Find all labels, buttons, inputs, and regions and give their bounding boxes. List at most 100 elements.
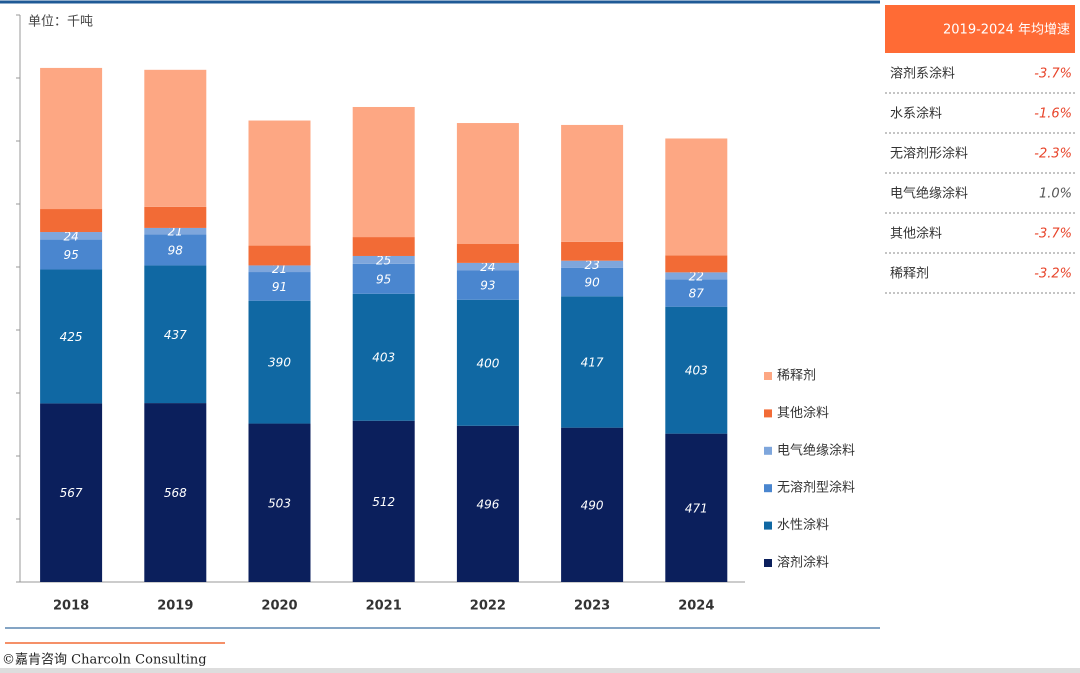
bar-segment <box>456 244 519 263</box>
value-label: 490 <box>581 498 604 512</box>
bar-segment <box>456 425 519 582</box>
value-label: 93 <box>480 279 495 293</box>
bar-segment <box>561 124 624 242</box>
table-value: -2.3% <box>1034 147 1072 162</box>
value-label: 87 <box>689 286 705 300</box>
value-label: 417 <box>581 355 604 369</box>
bar-segment <box>665 306 728 434</box>
bar-segment <box>248 265 311 273</box>
bar-segment <box>665 255 728 273</box>
bar-segment <box>248 272 311 301</box>
bar-segment <box>248 423 311 582</box>
unit-label: 单位：千吨 <box>28 15 93 30</box>
bar-segment <box>144 69 207 207</box>
table-label: 溶剂系涂料 <box>890 66 955 82</box>
value-label: 471 <box>685 501 708 515</box>
value-label: 512 <box>372 495 395 509</box>
value-label: 21 <box>272 262 287 276</box>
table-label: 稀释剂 <box>890 267 929 282</box>
legend-swatch <box>764 484 772 493</box>
bar-segment <box>665 272 728 280</box>
value-label: 400 <box>476 356 499 370</box>
value-label: 98 <box>168 243 184 257</box>
bar-segment <box>144 227 207 235</box>
bar-segment <box>665 138 728 256</box>
x-tick-label: 2022 <box>470 599 506 614</box>
value-label: 95 <box>376 272 391 286</box>
x-tick-label: 2019 <box>157 599 193 614</box>
legend-swatch <box>764 559 772 567</box>
x-tick-label: 2020 <box>261 599 297 614</box>
bar-segment <box>561 296 624 428</box>
bar-segment <box>456 262 519 271</box>
bar-segment <box>352 255 415 264</box>
table-label: 电气绝缘涂料 <box>890 186 968 202</box>
legend-label: 溶剂涂料 <box>777 555 829 571</box>
bar-segment <box>561 241 624 261</box>
legend-swatch <box>764 372 772 380</box>
value-label: 22 <box>689 269 704 283</box>
bar-segment <box>561 267 624 297</box>
bar-segment <box>352 106 415 238</box>
table-label: 无溶剂形涂料 <box>890 146 968 162</box>
legend-swatch <box>764 521 772 530</box>
legend-label: 水性涂料 <box>777 517 829 533</box>
x-tick-label: 2024 <box>678 599 714 614</box>
value-label: 403 <box>372 351 395 365</box>
bar-segment <box>352 263 415 294</box>
value-label: 24 <box>63 229 78 243</box>
footer: ©嘉肯咨询 Charcoln Consulting <box>2 653 207 668</box>
bar-segment <box>456 123 519 245</box>
bar-segment <box>248 120 311 246</box>
bar-segment <box>456 270 519 300</box>
x-tick-label: 2018 <box>53 599 89 614</box>
table-value: 1.0% <box>1039 187 1072 202</box>
bar-segment <box>352 293 415 421</box>
table-label: 其他涂料 <box>890 226 942 242</box>
legend-label: 稀释剂 <box>777 369 816 384</box>
bar-segment <box>144 403 207 582</box>
bar-segment <box>352 237 415 256</box>
value-label: 568 <box>164 486 187 500</box>
table-label: 水系涂料 <box>890 106 942 122</box>
value-label: 21 <box>168 225 183 239</box>
bar-segment <box>456 299 519 426</box>
bar-segment <box>144 265 207 404</box>
table-header <box>885 5 1075 53</box>
bar-segment <box>665 433 728 582</box>
value-label: 390 <box>268 356 291 370</box>
bar-segment <box>352 420 415 582</box>
bar-segment <box>561 427 624 582</box>
table-value: -3.7% <box>1034 67 1072 82</box>
legend-label: 无溶剂型涂料 <box>777 480 855 496</box>
value-label: 91 <box>272 280 287 294</box>
bar-segment <box>40 67 103 210</box>
legend-label: 电气绝缘涂料 <box>777 442 855 458</box>
bar-segment <box>561 260 624 268</box>
table-title: 2019-2024 年均增速 <box>943 23 1070 38</box>
value-label: 23 <box>584 258 599 272</box>
x-tick-label: 2021 <box>366 599 402 614</box>
bar-segment <box>144 234 207 266</box>
bar-segment <box>248 245 311 266</box>
bar-segment <box>248 300 311 424</box>
value-label: 496 <box>476 497 499 511</box>
value-label: 25 <box>376 253 391 267</box>
table-value: -3.2% <box>1034 267 1072 282</box>
value-label: 503 <box>268 496 291 510</box>
legend-label: 其他涂料 <box>777 405 829 421</box>
legend-swatch <box>764 409 772 418</box>
value-label: 425 <box>60 330 83 344</box>
bar-segment <box>40 403 103 582</box>
value-label: 437 <box>164 328 187 342</box>
bottom-bar <box>0 668 1080 673</box>
x-tick-label: 2023 <box>574 599 610 614</box>
table-value: -1.6% <box>1034 107 1072 122</box>
value-label: 95 <box>63 248 78 262</box>
value-label: 24 <box>480 260 495 274</box>
bar-segment <box>40 232 103 240</box>
value-label: 567 <box>60 486 83 500</box>
legend-swatch <box>764 446 772 455</box>
value-label: 403 <box>685 364 708 378</box>
